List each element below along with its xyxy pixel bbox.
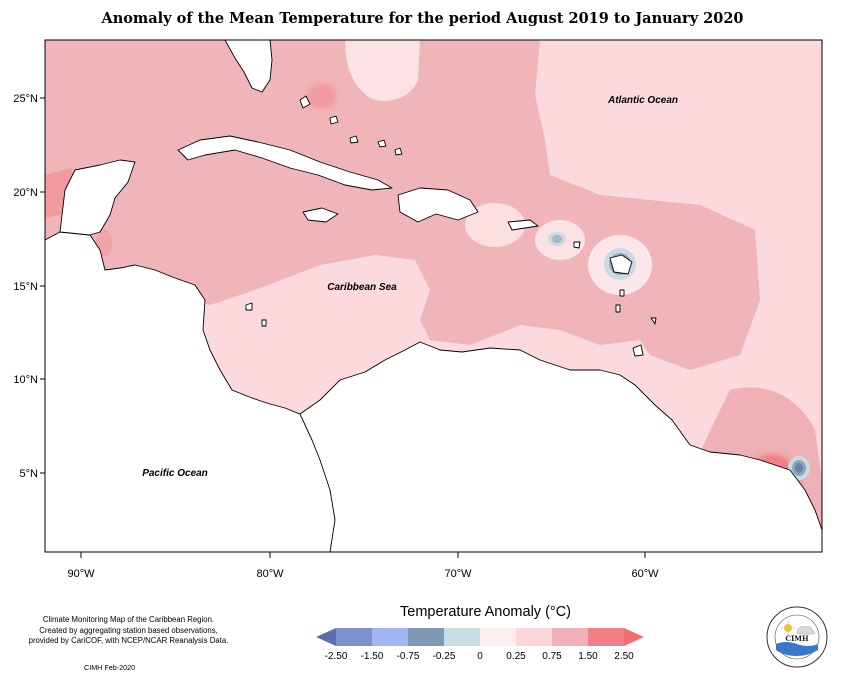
legend-tick-label: 0.25 — [506, 651, 526, 662]
lat-label-5: 5°N — [20, 468, 39, 480]
map-frame — [44, 39, 823, 553]
legend-title: Temperature Anomaly (°C) — [400, 604, 571, 620]
label-atlantic-ocean: Atlantic Ocean — [607, 95, 678, 106]
legend-swatch-max — [624, 628, 644, 646]
south-america-land — [299, 341, 822, 552]
map-title: Anomaly of the Mean Temperature for the … — [101, 10, 744, 27]
label-pacific-ocean: Pacific Ocean — [142, 468, 208, 479]
credit-text: CIMH Feb-2020 — [84, 663, 136, 672]
legend-swatch — [444, 628, 480, 646]
anomaly-map: 25°N 20°N 15°N 10°N 5°N 90°W 80°W 70°W 6… — [13, 39, 823, 580]
legend-swatches — [316, 628, 644, 646]
puerto-rico-land — [507, 219, 539, 231]
latitude-axis: 25°N 20°N 15°N 10°N 5°N — [13, 93, 45, 480]
legend-tick-label: 0.75 — [542, 651, 562, 662]
yucatan-land — [59, 159, 136, 236]
lon-label-80: 80°W — [256, 568, 284, 580]
lat-label-25: 25°N — [13, 93, 38, 105]
map-description: Climate Monitoring Map of the Caribbean … — [26, 615, 231, 647]
legend-swatch — [588, 628, 624, 646]
note-line-3: provided by CariCOF, with NCEP/NCAR Rean… — [28, 636, 229, 645]
lat-label-15: 15°N — [13, 281, 38, 293]
legend-ticks: -2.50 -1.50 -0.75 -0.25 0 0.25 0.75 1.50 2.50 — [325, 651, 635, 662]
lon-label-60: 60°W — [631, 568, 659, 580]
label-caribbean-sea: Caribbean Sea — [327, 282, 397, 293]
florida-land — [224, 40, 273, 93]
legend-swatch — [408, 628, 444, 646]
note-line-1: Climate Monitoring Map of the Caribbean … — [42, 615, 215, 624]
jamaica-land — [302, 207, 339, 223]
lon-label-70: 70°W — [444, 568, 472, 580]
legend-tick-label: 2.50 — [614, 651, 634, 662]
legend-swatch — [336, 628, 372, 646]
cimh-logo: CIMH — [766, 606, 828, 668]
legend-tick-label: -0.75 — [397, 651, 420, 662]
longitude-axis: 90°W 80°W 70°W 60°W — [67, 552, 659, 580]
land-masses — [45, 40, 822, 552]
lat-label-20: 20°N — [13, 187, 38, 199]
legend-tick-label: -1.50 — [361, 651, 384, 662]
legend-tick-label: 0 — [477, 651, 483, 662]
legend-tick-label: 1.50 — [578, 651, 598, 662]
legend-swatch — [552, 628, 588, 646]
lon-label-90: 90°W — [67, 568, 95, 580]
color-legend: -2.50 -1.50 -0.75 -0.25 0 0.25 0.75 1.50 2.50 — [316, 628, 644, 662]
legend-tick-label: -0.25 — [433, 651, 456, 662]
legend-swatch-min — [316, 628, 336, 646]
lat-label-10: 10°N — [13, 374, 38, 386]
note-line-2: Created by aggregating station based obs… — [39, 625, 218, 635]
legend-swatch — [480, 628, 516, 646]
legend-swatch — [372, 628, 408, 646]
hispaniola-land — [397, 187, 479, 223]
legend-swatch — [516, 628, 552, 646]
logo-text: CIMH — [785, 634, 809, 643]
legend-tick-label: -2.50 — [325, 651, 348, 662]
cuba-land — [177, 135, 393, 191]
